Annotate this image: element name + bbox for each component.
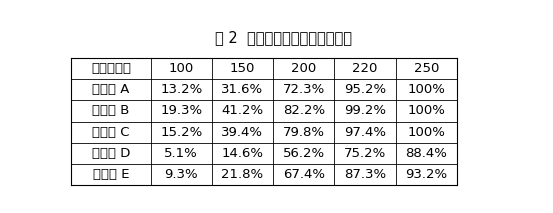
Text: 79.8%: 79.8%: [283, 125, 325, 138]
Text: 56.2%: 56.2%: [283, 147, 325, 160]
Text: 220: 220: [352, 62, 378, 75]
Text: 5.1%: 5.1%: [164, 147, 198, 160]
Text: 93.2%: 93.2%: [405, 168, 447, 181]
Text: 88.4%: 88.4%: [405, 147, 447, 160]
Text: 崇化剂 B: 崇化剂 B: [92, 105, 129, 118]
Text: 崇化剂 C: 崇化剂 C: [92, 125, 129, 138]
Text: 21.8%: 21.8%: [221, 168, 264, 181]
Text: 19.3%: 19.3%: [160, 105, 202, 118]
Text: 14.6%: 14.6%: [222, 147, 263, 160]
Text: 崇化剂 D: 崇化剂 D: [92, 147, 130, 160]
Text: 97.4%: 97.4%: [344, 125, 386, 138]
Text: 75.2%: 75.2%: [344, 147, 386, 160]
Text: 200: 200: [291, 62, 316, 75]
Text: 表 2  不同温度下三氯乙烯转化率: 表 2 不同温度下三氯乙烯转化率: [215, 30, 352, 46]
Text: 41.2%: 41.2%: [221, 105, 264, 118]
Text: 9.3%: 9.3%: [164, 168, 198, 181]
Text: 100: 100: [169, 62, 194, 75]
Text: 100%: 100%: [408, 105, 445, 118]
Text: 82.2%: 82.2%: [283, 105, 325, 118]
Text: 15.2%: 15.2%: [160, 125, 202, 138]
Text: 39.4%: 39.4%: [222, 125, 263, 138]
Text: 87.3%: 87.3%: [344, 168, 386, 181]
Text: 100%: 100%: [408, 125, 445, 138]
Text: 72.3%: 72.3%: [283, 83, 325, 96]
Text: 崇化剂 A: 崇化剂 A: [92, 83, 129, 96]
Text: 99.2%: 99.2%: [344, 105, 386, 118]
Text: 31.6%: 31.6%: [221, 83, 264, 96]
Text: 崇化剂名称: 崇化剂名称: [91, 62, 131, 75]
Text: 13.2%: 13.2%: [160, 83, 202, 96]
Text: 崇化剂 E: 崇化剂 E: [93, 168, 129, 181]
Text: 95.2%: 95.2%: [344, 83, 386, 96]
Text: 67.4%: 67.4%: [283, 168, 325, 181]
Text: 100%: 100%: [408, 83, 445, 96]
Text: 150: 150: [230, 62, 255, 75]
Text: 250: 250: [414, 62, 439, 75]
